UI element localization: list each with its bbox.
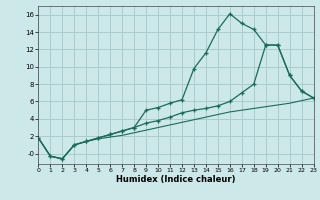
X-axis label: Humidex (Indice chaleur): Humidex (Indice chaleur) xyxy=(116,175,236,184)
